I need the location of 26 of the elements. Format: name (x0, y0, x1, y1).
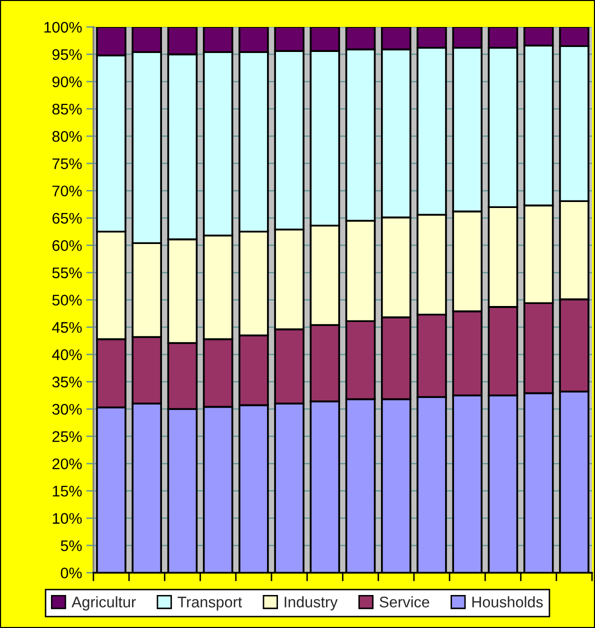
y-tick-label: 70% (52, 186, 82, 196)
y-tick-label: 5% (60, 540, 82, 552)
y-tick-label: 80% (52, 131, 82, 142)
y-tick-label: 0% (60, 568, 82, 578)
legend-label: Transport (178, 596, 242, 610)
y-tick-label: 65% (52, 212, 82, 224)
legend-label: Service (380, 596, 430, 608)
legend-label: Agricultur (72, 596, 136, 610)
y-tick-label: 15% (52, 486, 82, 497)
y-tick-label: 55% (52, 268, 82, 278)
y-tick-label: 30% (52, 404, 82, 415)
y-tick-label: 10% (52, 513, 82, 524)
y-tick-label: 100% (44, 22, 82, 33)
y-tick-label: 75% (52, 158, 82, 170)
y-tick-label: 50% (52, 294, 82, 306)
y-tick-label: 95% (52, 49, 82, 60)
y-tick-label: 20% (52, 458, 82, 470)
legend-label: Housholds (472, 596, 543, 608)
y-tick-label: 25% (52, 431, 82, 442)
y-tick-label: 90% (52, 76, 82, 88)
y-tick-label: 60% (52, 240, 82, 251)
y-tick-label: 45% (52, 322, 82, 333)
y-tick-label: 85% (52, 104, 82, 115)
legend-label: Industry (284, 596, 338, 610)
y-tick-label: 40% (52, 349, 82, 360)
y-tick-label: 35% (52, 376, 82, 388)
